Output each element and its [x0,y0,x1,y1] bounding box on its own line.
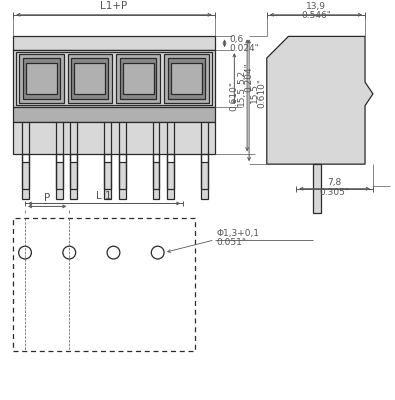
Text: L1+P: L1+P [100,1,128,11]
Text: 0.610": 0.610" [229,81,238,111]
Bar [22,162,29,198]
Text: L 1: L 1 [96,190,112,200]
Bar [313,164,321,213]
Bar [119,162,126,198]
Bar [168,58,205,99]
Text: Φ1,3+0,1: Φ1,3+0,1 [217,229,260,238]
Text: 0,6: 0,6 [229,36,244,44]
Bar [171,63,202,94]
Bar [116,54,160,103]
Bar [104,162,111,198]
Text: 13,9: 13,9 [306,2,326,11]
Bar [13,36,215,50]
Text: 5,2: 5,2 [237,70,246,84]
Text: 0.546": 0.546" [301,11,331,20]
Bar [152,162,160,198]
Text: 0.051": 0.051" [217,238,246,247]
Text: 0.610": 0.610" [257,78,266,108]
Bar [13,122,215,154]
Bar [201,162,208,198]
Bar [13,50,215,107]
Bar [19,54,64,103]
Bar [13,107,215,122]
Bar [68,54,112,103]
Bar [56,162,63,198]
Bar [120,58,156,99]
Text: 0.204": 0.204" [244,62,253,92]
Bar [23,58,60,99]
Bar [164,54,209,103]
Bar [167,162,174,198]
Bar [26,63,57,94]
Bar [16,52,212,105]
Text: P: P [44,194,50,204]
Text: 7,8: 7,8 [327,178,342,187]
Text: 0.024": 0.024" [229,44,259,53]
Bar [74,63,105,94]
Polygon shape [267,36,373,164]
Bar [70,162,77,198]
Text: 15,5: 15,5 [237,86,246,106]
Bar [71,58,108,99]
Bar [13,218,195,351]
Bar [123,63,154,94]
Text: 0.305": 0.305" [320,188,350,196]
Text: 15,5: 15,5 [250,83,259,103]
